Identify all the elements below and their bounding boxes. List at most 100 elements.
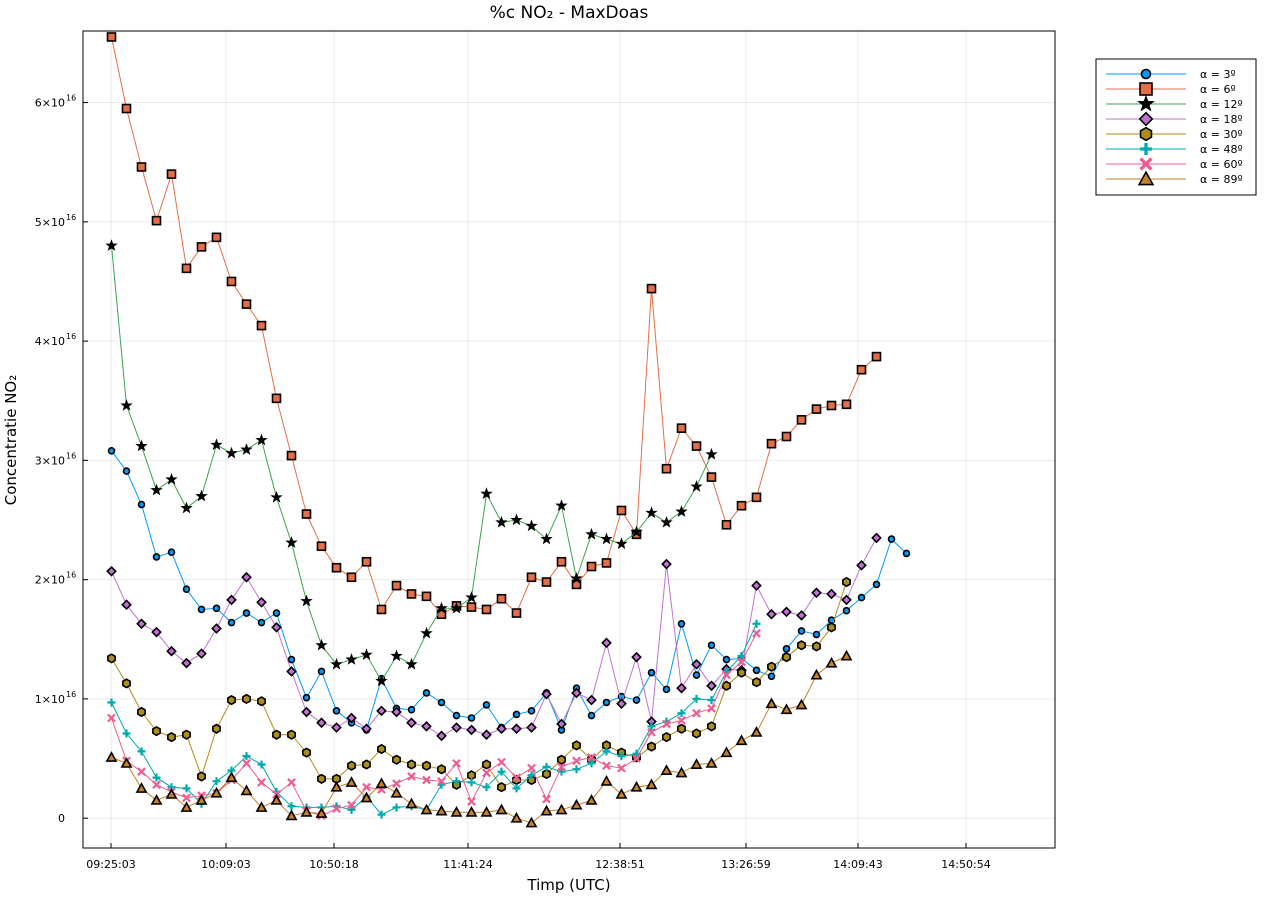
y-tick-exponent: 16 xyxy=(66,332,76,341)
data-point xyxy=(857,593,866,602)
data-point xyxy=(107,447,116,455)
data-point xyxy=(347,800,356,810)
data-point xyxy=(302,747,311,758)
data-point xyxy=(751,492,762,503)
data-point xyxy=(285,536,298,548)
data-point xyxy=(435,804,448,816)
data-point xyxy=(542,768,551,780)
data-point xyxy=(330,780,343,792)
data-point xyxy=(301,509,312,519)
x-tick-label: 11:41:24 xyxy=(443,858,492,871)
data-point xyxy=(677,619,686,628)
legend-label: α = 18º xyxy=(1200,113,1243,126)
series-7 xyxy=(107,628,761,821)
y-tick-label: 1×10 xyxy=(35,693,65,706)
data-point xyxy=(766,438,777,449)
data-point xyxy=(210,438,223,451)
data-point xyxy=(196,648,207,659)
data-point xyxy=(692,728,701,739)
data-point xyxy=(347,805,356,814)
data-point xyxy=(585,527,598,540)
data-point xyxy=(107,713,116,723)
y-tick-exponent: 16 xyxy=(66,94,76,103)
data-point xyxy=(706,680,717,692)
data-point xyxy=(615,788,628,799)
data-point xyxy=(240,443,253,455)
x-axis-label: Timp (UTC) xyxy=(526,876,610,894)
data-point xyxy=(421,591,432,602)
data-point xyxy=(841,594,852,606)
data-point xyxy=(332,707,341,715)
data-point xyxy=(227,618,236,627)
data-point xyxy=(166,645,177,657)
legend-label: α = 6º xyxy=(1200,83,1236,96)
data-point xyxy=(467,770,476,781)
data-point xyxy=(645,778,658,790)
data-point xyxy=(631,651,642,663)
data-point xyxy=(675,505,688,517)
data-point xyxy=(345,653,358,665)
data-point xyxy=(165,472,178,485)
y-tick-label: 2×10 xyxy=(35,574,65,587)
series-line xyxy=(111,623,757,816)
data-point xyxy=(422,775,431,785)
data-point xyxy=(392,803,401,812)
data-point xyxy=(482,783,491,792)
data-point xyxy=(871,532,882,544)
data-point xyxy=(135,439,148,452)
data-point xyxy=(287,802,296,811)
data-point xyxy=(707,704,716,713)
data-point xyxy=(226,276,237,287)
legend: α = 3º α = 6º α = 12º α = 18º α = 30º α = 48º… xyxy=(1095,58,1257,196)
series-line xyxy=(111,537,877,737)
data-point xyxy=(466,724,477,736)
data-point xyxy=(240,784,253,796)
data-point xyxy=(630,780,643,792)
data-point xyxy=(527,707,536,715)
legend-entry: α = 30º xyxy=(1106,126,1243,142)
data-point xyxy=(1137,170,1155,186)
data-point xyxy=(525,816,538,828)
series-line xyxy=(111,36,877,615)
data-point xyxy=(437,776,446,786)
y-tick-label: 0 xyxy=(58,812,65,825)
data-point xyxy=(737,657,746,667)
data-point xyxy=(271,622,282,633)
data-point xyxy=(495,515,508,528)
data-point xyxy=(152,553,161,561)
data-point xyxy=(677,709,686,718)
data-point xyxy=(496,593,507,604)
data-point xyxy=(480,805,493,817)
data-point xyxy=(677,716,686,725)
legend-box xyxy=(1095,58,1257,196)
data-point xyxy=(422,760,431,771)
data-point xyxy=(255,433,268,446)
data-point xyxy=(525,519,538,532)
series-layer xyxy=(105,32,911,828)
data-point xyxy=(180,801,193,812)
data-point xyxy=(480,487,493,500)
data-point xyxy=(150,483,163,496)
data-point xyxy=(1139,82,1153,96)
legend-entry: α = 60º xyxy=(1106,157,1243,171)
data-point xyxy=(331,722,342,733)
data-point xyxy=(287,778,296,787)
data-point xyxy=(120,757,133,768)
data-point xyxy=(677,723,686,734)
data-point xyxy=(181,657,192,669)
data-point xyxy=(497,782,506,793)
data-point xyxy=(497,757,506,767)
data-point xyxy=(555,499,568,511)
data-point xyxy=(362,782,371,792)
data-point xyxy=(391,706,402,718)
data-point xyxy=(151,626,162,638)
data-point xyxy=(812,641,821,652)
data-point xyxy=(616,698,627,710)
data-point xyxy=(167,731,176,743)
data-point xyxy=(782,652,791,663)
data-point xyxy=(737,667,746,678)
data-point xyxy=(122,678,131,689)
data-point xyxy=(137,706,146,718)
data-point xyxy=(257,778,266,787)
series-line xyxy=(111,450,907,732)
